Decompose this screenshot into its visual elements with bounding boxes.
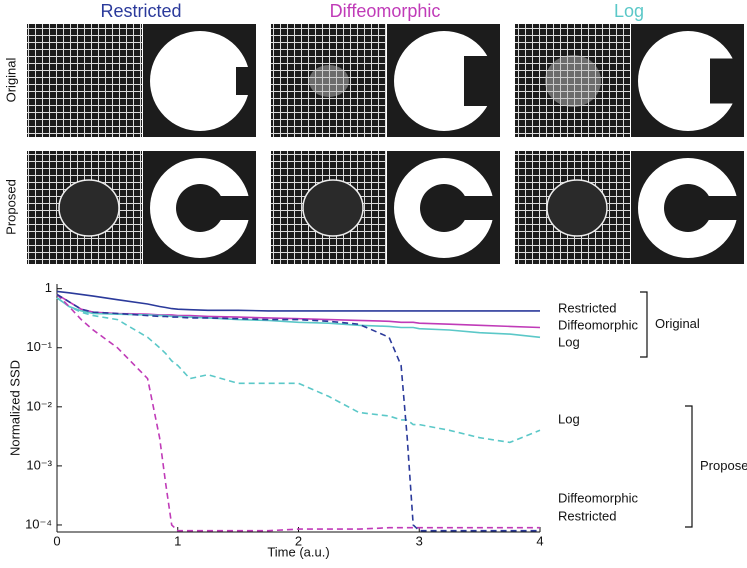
shape-notch [710, 59, 742, 104]
x-tick-label: 1 [174, 533, 181, 548]
shape-notch [444, 196, 496, 220]
series-line [57, 294, 540, 530]
group-label: Proposed [700, 458, 747, 473]
group-bracket [640, 292, 647, 357]
figure: Restricted Diffeomorphic Log Original Pr… [0, 0, 747, 563]
deformation-grid [27, 24, 142, 137]
shape-notch [236, 67, 254, 95]
series-line [57, 291, 540, 311]
y-tick-label: 10⁻¹ [26, 339, 52, 354]
legend-label: Log [558, 334, 580, 349]
grid-hole [303, 180, 363, 236]
legend-label: Restricted [558, 300, 617, 315]
y-tick-label: 1 [45, 280, 52, 295]
group-label: Original [655, 316, 700, 331]
x-tick-label: 3 [416, 533, 423, 548]
legend-label: Diffeomorphic [558, 317, 638, 332]
image-panels [27, 24, 744, 264]
grid-hole [547, 180, 607, 236]
column-title: Log [614, 1, 644, 21]
legend-label: Restricted [558, 508, 617, 523]
legend-label: Log [558, 411, 580, 426]
y-tick-label: 10⁻² [26, 398, 52, 413]
x-axis-label: Time (a.u.) [267, 544, 329, 559]
group-bracket [685, 406, 692, 527]
column-title: Restricted [100, 1, 181, 21]
grid-fold [309, 65, 349, 97]
row-label: Original [3, 57, 18, 102]
series-line [57, 298, 540, 338]
column-title: Diffeomorphic [330, 1, 441, 21]
shape-notch [688, 196, 740, 220]
grid-fold [545, 55, 601, 107]
shape-notch [464, 56, 498, 106]
shape-notch [200, 196, 252, 220]
grid-hole [59, 180, 119, 236]
y-tick-label: 10⁻³ [26, 457, 52, 472]
shape [150, 31, 250, 131]
y-tick-label: 10⁻⁴ [25, 516, 52, 531]
y-axis-label: Normalized SSD [7, 360, 22, 456]
legend-label: Diffeomorphic [558, 490, 638, 505]
row-label: Proposed [3, 179, 18, 235]
x-tick-label: 0 [53, 533, 60, 548]
series-line [57, 294, 540, 530]
x-tick-label: 4 [536, 533, 543, 548]
